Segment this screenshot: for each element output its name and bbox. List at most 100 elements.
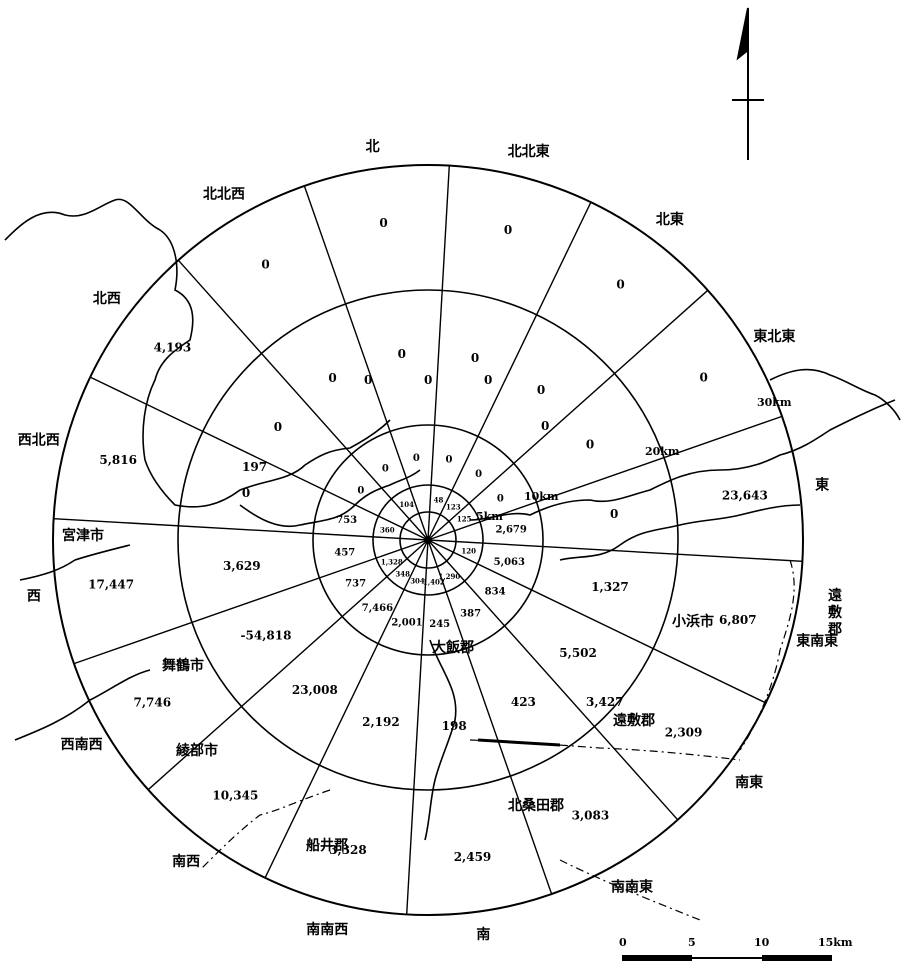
sector-divider: [427, 289, 709, 541]
distance-ring: [312, 424, 544, 656]
sector-value-ring_10_20: 23,008: [292, 683, 338, 697]
place-maizuru: 舞鶴市: [162, 657, 204, 674]
value-north-mid: 0: [424, 373, 432, 387]
inner-small-label: 1,402: [423, 578, 445, 587]
inner-small-label: 360: [380, 526, 395, 535]
sector-value-ring_10_20: 0: [328, 371, 336, 385]
sector-value-ring_20_30: 0: [616, 277, 624, 291]
sector-divider: [303, 185, 429, 541]
sector-divider: [147, 539, 429, 791]
sector-value-ring_20_30: 10,345: [212, 789, 258, 803]
direction-label: 北北西: [203, 187, 245, 203]
sector-divider: [427, 201, 592, 541]
sector-value-ring_10_20: 0: [242, 486, 250, 500]
sector-value-ring_10_20: 2,192: [362, 715, 400, 729]
prefecture-boundary-bold: [477, 738, 561, 747]
sector-value-ring_5_10: 2,679: [496, 524, 527, 535]
sector-value-ring_20_30: 7,746: [134, 695, 172, 709]
river-southwest: [14, 669, 151, 741]
sector-value-ring_10_20: 0: [274, 420, 282, 434]
boundary-south: [199, 789, 331, 871]
scale-tick-label: 15km: [818, 936, 853, 949]
sector-value-ring_5_10: 5,063: [494, 557, 525, 568]
scale-bar: 0 5 10 15km: [619, 936, 853, 961]
direction-label: 南南西: [306, 921, 348, 938]
ring-label-20km: 20km: [645, 445, 680, 458]
sector-value-ring_10_20: 0: [610, 507, 618, 521]
sector-value-ring_20_30: 4,193: [154, 340, 192, 354]
inner-small-label: 104: [399, 500, 414, 509]
sector-value-ring_5_10: 753: [336, 515, 357, 526]
place-miyazu: 宮津市: [62, 527, 104, 544]
ring-label-10km: 10km: [524, 490, 559, 503]
inner-small-label: 48: [434, 495, 444, 504]
center-point: [424, 536, 432, 544]
direction-label: 南南東: [611, 878, 653, 895]
sector-value-ring_10_20: 0: [471, 351, 479, 365]
sector-value-ring_5_10: 0: [475, 469, 482, 480]
sector-value-ring_5_10: 7,466: [362, 603, 393, 614]
ring-label-30km: 30km: [757, 396, 792, 409]
inner-small-label: 304: [410, 577, 425, 586]
distance-ring: [52, 164, 804, 916]
sector-value-ring_20_30: 17,447: [88, 578, 134, 592]
direction-label: 北: [366, 139, 380, 155]
sector-divider: [264, 539, 429, 879]
direction-label: 南東: [735, 774, 763, 791]
sector-value-ring_10_20: -54,818: [241, 628, 292, 642]
inner-small-label: 1,290: [438, 572, 460, 581]
direction-label: 南: [476, 926, 490, 943]
value-ene-mid: 0: [541, 419, 549, 433]
inner-small-label: 123: [446, 503, 461, 512]
sector-divider: [427, 539, 803, 562]
inner-small-label: 348: [395, 570, 410, 579]
direction-label: 北北東: [508, 143, 550, 160]
direction-label: 南西: [172, 853, 200, 870]
place-kitakuwada: 北桑田郡: [508, 798, 564, 814]
direction-label: 西: [27, 588, 41, 604]
river-west: [19, 544, 131, 581]
direction-label: 北西: [93, 291, 121, 307]
sector-value-ring_5_10: 0: [497, 493, 504, 504]
coastline-northwest: [4, 198, 391, 508]
sector-value-ring_10_20: 5,502: [559, 646, 597, 660]
sector-value-ring_20_30: 0: [700, 371, 708, 385]
sector-value-ring_20_30: 5,816: [99, 453, 137, 467]
coastline-northeast: [769, 368, 901, 421]
sector-value-ring_5_10: 0: [446, 455, 453, 466]
sector-value-ring_10_20: 3,629: [223, 559, 261, 573]
coastline-lines: [4, 198, 901, 841]
place-obama: 小浜市: [672, 613, 714, 630]
scale-tick-label: 0: [619, 936, 627, 949]
value-nnw-mid: 0: [364, 373, 372, 387]
direction-label: 北東: [656, 211, 684, 228]
sector-value-ring_10_20: 198: [442, 719, 467, 733]
sector-value-ring_20_30: 6,807: [719, 613, 757, 627]
sector-lines: [53, 165, 803, 915]
sector-value-ring_20_30: 2,459: [454, 850, 492, 864]
ring-label-5km: 5km: [476, 510, 503, 523]
coastline-east-2: [559, 504, 801, 561]
sector-value-ring_5_10: 0: [413, 453, 420, 464]
sector-value-ring_10_20: 0: [398, 347, 406, 361]
place-funai: 船井郡: [306, 837, 348, 854]
sector-value-ring_10_20: 1,327: [591, 580, 629, 594]
sector-value-ring_5_10: 0: [357, 485, 364, 496]
place-onyu-east-char: 郡: [827, 622, 842, 638]
direction-label: 東北東: [753, 328, 795, 345]
place-onyu-east-char: 遠: [828, 587, 842, 604]
sector-divider: [73, 539, 429, 665]
sector-divider: [53, 518, 429, 541]
sector-divider: [427, 539, 553, 895]
sector-value-ring_10_20: 0: [586, 438, 594, 452]
sector-divider: [427, 165, 450, 541]
place-onyu: 遠敷郡: [613, 712, 655, 729]
sector-value-ring_5_10: 834: [485, 587, 506, 598]
sector-value-ring_20_30: 0: [261, 257, 269, 271]
inner-small-label: 1,328: [381, 557, 403, 566]
place-ohi: 大飯郡: [432, 639, 474, 656]
direction-label: 東: [815, 477, 829, 494]
sector-value-ring_20_30: 0: [379, 216, 387, 230]
